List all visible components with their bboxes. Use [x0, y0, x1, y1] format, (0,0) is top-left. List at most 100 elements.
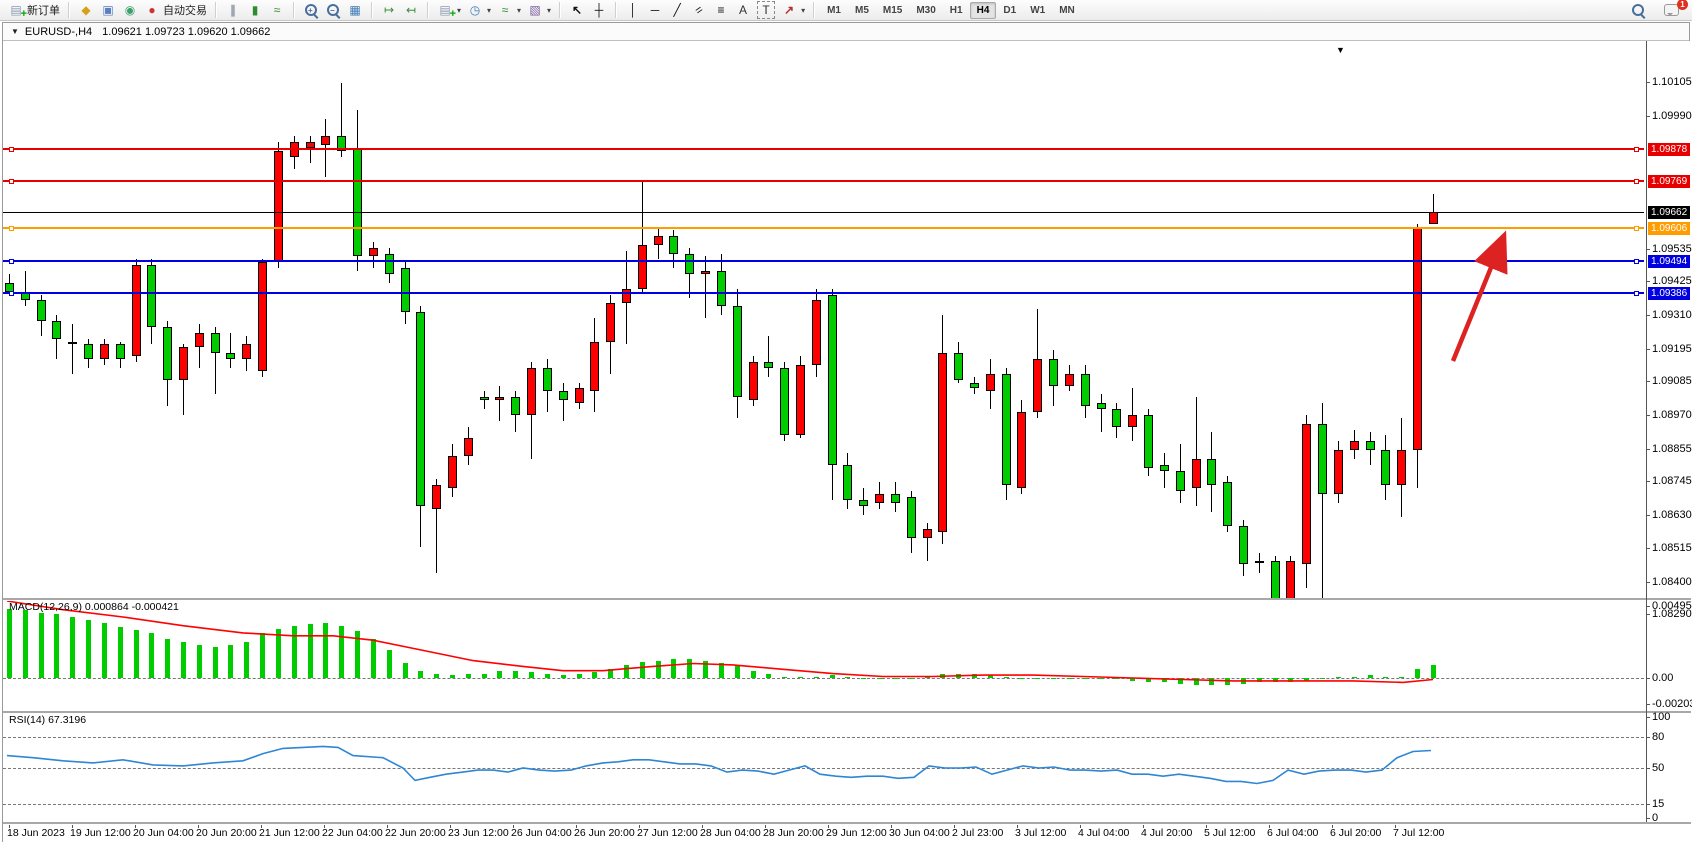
label-button[interactable]: T — [754, 0, 778, 20]
macd-histogram-bar — [687, 659, 693, 678]
candle-wick — [183, 344, 185, 415]
price-level-line[interactable] — [3, 227, 1644, 230]
new-order-button[interactable]: ▤ + 新订单 — [5, 1, 63, 20]
candlestick-button[interactable]: ▮ — [244, 1, 266, 19]
macd-histogram-bar — [228, 644, 234, 678]
macd-histogram-bar — [655, 660, 661, 678]
indicators-button[interactable]: ≈ ▾ — [494, 1, 524, 19]
price-level-line[interactable] — [3, 147, 1644, 150]
new-chart-button[interactable]: ▤ + ▾ — [434, 1, 464, 20]
price-level-line[interactable] — [3, 179, 1644, 182]
timeframe-button-h4[interactable]: H4 — [969, 1, 997, 19]
toolbar-separator — [215, 2, 217, 18]
timeframe-button-m5[interactable]: M5 — [854, 4, 869, 16]
macd-histogram-bar — [987, 675, 993, 678]
zoom-out-button[interactable]: − — [322, 1, 344, 19]
bar-chart-icon: ∥ — [230, 3, 236, 17]
timeframe-button-m15[interactable]: M15 — [882, 4, 903, 16]
price-badge: 1.09386 — [1648, 286, 1691, 300]
macd-axis-tick — [1646, 678, 1650, 679]
macd-histogram-bar — [829, 675, 835, 678]
horizontal-line-button[interactable]: ─ — [644, 1, 666, 19]
chevron-down-icon[interactable]: ▾ — [487, 5, 492, 15]
rsi-axis-label: 100 — [1652, 711, 1671, 723]
zoom-in-button[interactable]: + — [300, 1, 322, 19]
time-tick — [198, 824, 199, 828]
chevron-down-icon[interactable]: ▾ — [457, 5, 462, 15]
time-tick — [135, 824, 136, 828]
rsi-axis-tick — [1646, 768, 1650, 769]
fibonacci-button[interactable]: ≡ — [710, 1, 732, 19]
crosshair-button[interactable]: ┼ — [588, 1, 610, 19]
line-handle[interactable] — [1634, 290, 1639, 296]
arrows-button[interactable]: ↗ ▾ — [778, 1, 808, 19]
autoscroll-button[interactable]: ↤ — [400, 1, 422, 19]
macd-histogram-bar — [54, 614, 60, 678]
metaeditor-button[interactable]: ◆ — [75, 1, 97, 19]
panel-splitter[interactable] — [3, 711, 1691, 714]
chevron-down-icon[interactable]: ▾ — [517, 5, 522, 15]
macd-histogram-bar — [734, 666, 740, 678]
autotrade-button[interactable]: ● 自动交易 — [141, 1, 210, 19]
channel-button[interactable]: = — [688, 1, 710, 19]
periods-button[interactable]: ◷ ▾ — [464, 1, 494, 19]
candle — [558, 391, 568, 401]
chart-collapse-icon[interactable]: ▼ — [11, 27, 19, 36]
price-badge: 1.09494 — [1648, 255, 1691, 269]
price-badge: 1.09662 — [1648, 205, 1691, 219]
panel-splitter[interactable] — [3, 598, 1691, 601]
chart-end-marker[interactable]: ▼ — [1336, 45, 1345, 55]
bar-chart-button[interactable]: ∥ — [222, 1, 244, 19]
candle — [400, 268, 410, 313]
line-chart-button[interactable]: ≈ — [266, 1, 288, 19]
search-button[interactable] — [1629, 3, 1647, 17]
macd-histogram-bar — [212, 647, 218, 678]
chevron-down-icon[interactable]: ▾ — [547, 5, 552, 15]
price-level-line[interactable] — [3, 260, 1644, 263]
chevron-down-icon[interactable]: ▾ — [801, 5, 806, 15]
trendline-button[interactable]: ╱ — [666, 1, 688, 19]
timeframe-button-d1[interactable]: D1 — [1003, 4, 1017, 16]
line-handle[interactable] — [1634, 226, 1639, 232]
candle — [1112, 408, 1122, 427]
line-handle[interactable] — [9, 178, 14, 184]
line-handle[interactable] — [9, 259, 14, 265]
timeframe-button-h1[interactable]: H1 — [949, 4, 963, 16]
vertical-line-button[interactable]: │ — [622, 1, 644, 19]
templates-button[interactable]: ▧ ▾ — [524, 1, 554, 19]
periods-icon: ◷ — [469, 3, 481, 17]
tile-windows-icon: ▦ — [349, 3, 361, 17]
line-handle[interactable] — [1634, 146, 1639, 152]
macd-histogram-bar — [497, 670, 503, 678]
macd-histogram-bar — [481, 673, 487, 678]
line-handle[interactable] — [9, 146, 14, 152]
text-button[interactable]: A — [732, 1, 754, 19]
macd-histogram-bar — [196, 644, 202, 678]
terminal-button[interactable]: ▣ — [97, 1, 119, 19]
signals-button[interactable]: ◉ — [119, 1, 141, 19]
line-handle[interactable] — [9, 290, 14, 296]
price-level-line[interactable] — [3, 291, 1644, 294]
macd-histogram-bar — [370, 638, 376, 678]
top-toolbar: ▤ + 新订单 ◆ ▣ ◉ ● 自动交易 ∥ ▮ ≈ + − ▦ ↦ ↤ ▤ + ▾ ◷ ▾ ≈ ▾ ▧ ▾ ↖ ┼ │ ─ ╱ = ≡ A T ↗… — [0, 0, 1692, 21]
timeframe-button-m30[interactable]: M30 — [916, 4, 936, 16]
time-tick — [1332, 824, 1333, 828]
line-handle[interactable] — [1634, 259, 1639, 265]
timeframe-button-mn[interactable]: MN — [1059, 4, 1075, 16]
macd-histogram-bar — [244, 641, 250, 678]
line-handle[interactable] — [9, 226, 14, 232]
timeframe-button-w1[interactable]: W1 — [1030, 4, 1046, 16]
notifications-button[interactable]: 1 — [1661, 0, 1688, 17]
line-handle[interactable] — [1634, 178, 1639, 184]
price-tick-label: 1.08400 — [1652, 576, 1692, 588]
chart-shift-button[interactable]: ↦ — [378, 1, 400, 19]
chart-shift-icon: ↦ — [383, 3, 395, 17]
candle — [305, 142, 315, 148]
price-badge: 1.09606 — [1648, 222, 1691, 236]
timeframe-button-m1[interactable]: M1 — [827, 4, 841, 16]
macd-histogram-bar — [1003, 676, 1009, 678]
tile-windows-button[interactable]: ▦ — [344, 1, 366, 19]
cursor-button[interactable]: ↖ — [566, 1, 588, 19]
candle — [242, 344, 252, 360]
